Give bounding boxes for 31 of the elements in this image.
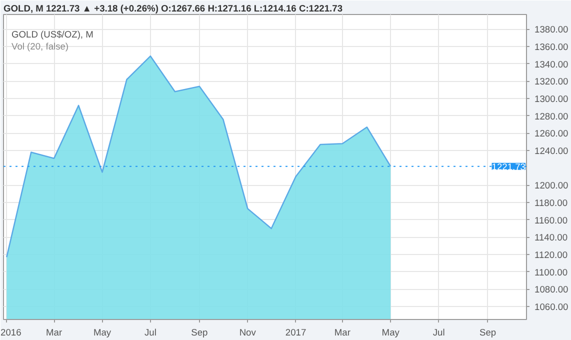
y-tick-label: 1240.00 — [534, 146, 568, 156]
y-tick-label: 1260.00 — [534, 128, 568, 139]
x-tick-label: Jul — [432, 328, 445, 338]
x-tick-label: Mar — [334, 328, 350, 338]
y-tick-label: 1100.00 — [534, 267, 568, 278]
text: Vol (20, false) — [12, 42, 69, 52]
y-tick-label: 1300.00 — [534, 94, 568, 104]
text: GOLD, M 1221.73 ▲ +3.18 (+0.26%) O:1267.66 H:1271.16 L:1214.16 C:1221.73 — [4, 4, 343, 14]
text: GOLD (US$/OZ), M — [12, 30, 94, 40]
x-tick-label: Sep — [479, 328, 496, 338]
x-tick-label: May — [93, 328, 112, 338]
y-tick-label: 1060.00 — [534, 302, 568, 312]
y-tick-label: 1320.00 — [534, 76, 568, 87]
y-tick-label: 1080.00 — [534, 284, 568, 295]
y-tick-label: 1160.00 — [534, 215, 568, 226]
x-tick-label: 2016 — [0, 328, 22, 338]
y-tick-label: 1140.00 — [534, 232, 568, 243]
x-tick-label: Sep — [191, 328, 208, 338]
x-tick-label: Jul — [144, 328, 156, 338]
y-tick-label: 1200.00 — [534, 180, 568, 191]
ref-line-label: 1221.73 — [492, 162, 526, 172]
x-tick-label: Mar — [46, 328, 62, 338]
y-tick-label: 1340.00 — [534, 59, 568, 70]
x-tick-label: 2017 — [285, 328, 306, 338]
y-tick-label: 1180.00 — [534, 198, 568, 208]
y-tick-label: 1360.00 — [534, 42, 568, 52]
x-tick-label: Nov — [239, 328, 256, 338]
x-tick-label: May — [382, 328, 400, 338]
y-tick-label: 1280.00 — [534, 111, 568, 122]
y-tick-label: 1380.00 — [534, 24, 568, 35]
y-tick-label: 1120.00 — [534, 250, 568, 260]
